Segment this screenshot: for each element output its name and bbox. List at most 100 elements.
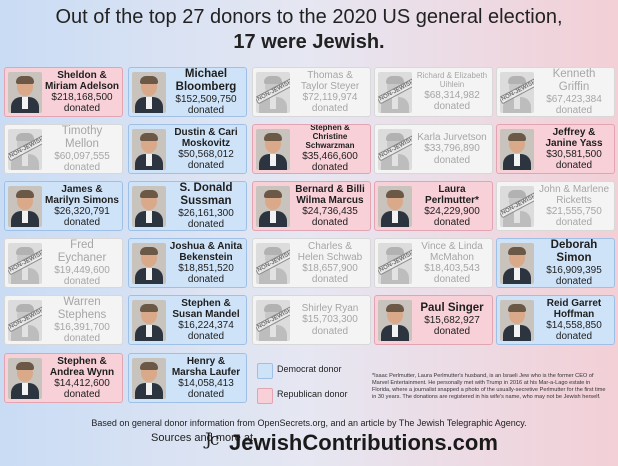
donated-label: donated [311,274,349,286]
donor-name: Moskovitz [181,137,231,149]
donated-label: donated [311,217,349,229]
donated-label: donated [433,154,471,166]
donated-label: donated [63,332,101,344]
donor-photo: NON-JEWISH [378,72,412,113]
donated-label: donated [433,100,471,112]
donated-label: donated [187,274,225,286]
donor-name: Uihlein [439,79,465,89]
donated-label: donated [311,162,349,174]
donor-name: Bekenstein [179,251,233,263]
donated-label: donated [63,275,101,287]
donor-name: Joshua & Anita [169,240,243,252]
donated-label: donated [187,331,225,343]
donor-photo [500,300,534,341]
donor-amount: $30,581,500 [546,149,602,160]
donor-name: Janine Yass [545,137,603,149]
donated-label: donated [555,160,593,172]
donor-name: Michael [184,67,228,80]
donor-photo [256,186,290,227]
donor-photo [132,186,166,227]
site-link[interactable]: JewishContributions.com [229,430,498,455]
donor-amount: $35,466,600 [302,151,358,163]
democrat-swatch [257,363,273,379]
donated-label: donated [63,389,101,401]
donor-photo [256,129,290,170]
donor-name: Helen Schwab [297,251,363,263]
donor-card: NON-JEWISH Charles & Helen Schwab $18,657,9… [252,238,371,288]
donor-name: Sheldon & [57,69,107,81]
donor-photo: NON-JEWISH [8,129,42,170]
donor-name: Perlmutter* [425,194,479,206]
donor-name: Vince & Linda [421,240,483,252]
donor-name: Dustin & Cari [174,126,238,138]
donor-amount: $152,509,750 [175,93,237,105]
jc-logo-icon: Jc [205,430,219,450]
donor-amount: $218,168,500 [51,92,113,103]
donor-name: Fred [70,238,94,251]
donated-label: donated [63,217,101,229]
donated-label: donated [63,161,101,173]
donor-name: Ricketts [556,194,592,206]
donor-name: Griffin [558,80,590,93]
donor-amount: $18,851,520 [178,263,234,274]
donor-name: Henry & [186,355,226,367]
donor-amount: $18,403,543 [424,263,480,274]
donor-name: Richard & Elizabeth [416,70,488,80]
donor-card: Sheldon & Miriam Adelson $218,168,500 donat… [4,67,123,117]
donor-name: Eychaner [57,251,107,264]
donor-amount: $68,314,982 [424,89,480,101]
donor-photo: NON-JEWISH [500,186,534,227]
donor-card: NON-JEWISH Richard & Elizabeth Uihlein $68,… [374,67,493,117]
donor-amount: $50,568,012 [178,149,234,160]
donor-name: Kenneth [552,67,596,80]
donor-amount: $15,682,927 [424,315,480,327]
donor-amount: $26,320,791 [54,206,110,217]
donor-amount: $18,657,900 [302,263,358,274]
donor-name: Sussman [180,194,232,207]
donor-photo [132,358,166,399]
donor-photo: NON-JEWISH [8,300,42,341]
headline-line-1: Out of the top 27 donors to the 2020 US … [55,6,563,28]
perlmutter-footnote: *Isaac Perlmutter, Laura Perlmutter's hu… [372,373,606,400]
donated-label: donated [555,275,593,287]
donor-name: Marilyn Simons [45,194,119,206]
donor-name: Deborah [550,238,598,251]
donated-label: donated [187,389,225,401]
donor-amount: $16,391,700 [54,321,110,333]
donor-card: Jeffrey & Janine Yass $30,581,500 donated [496,124,615,174]
donor-name: Susan Mandel [172,308,240,320]
donor-amount: $21,555,750 [546,206,602,217]
donor-amount: $60,097,555 [54,150,110,162]
donor-amount: $16,224,374 [178,320,234,331]
donor-name: Reid Garret [546,297,602,309]
donor-name: Karla Jurvetson [417,132,487,144]
donor-card: NON-JEWISH Shirley Ryan $15,703,300 donated [252,295,371,345]
headline-line-2: 17 were Jewish. [233,31,385,53]
donor-amount: $14,558,850 [546,320,602,331]
donor-amount: $33,796,890 [424,143,480,155]
donated-label: donated [63,103,101,115]
donor-photo [132,129,166,170]
donor-name: Stephen & [57,355,107,367]
donated-label: donated [311,103,349,115]
donor-card: Reid Garret Hoffman $14,558,850 donated [496,295,615,345]
donor-photo: NON-JEWISH [256,72,290,113]
donor-card: S. Donald Sussman $26,161,300 donated [128,181,247,231]
donor-card: James & Marilyn Simons $26,320,791 donated [4,181,123,231]
donor-name: Warren [63,295,101,308]
donor-name: John & Marlene [538,183,610,195]
donor-photo: NON-JEWISH [378,129,412,170]
donor-amount: $24,229,900 [424,206,480,217]
donor-amount: $14,412,600 [54,378,110,389]
donor-card: NON-JEWISH John & Marlene Ricketts $21,555,… [496,181,615,231]
donor-photo [500,243,534,284]
legend-republican-label: Republican donor [277,389,348,399]
donor-photo [8,72,42,113]
donor-card: Bernard & Billi Wilma Marcus $24,736,435 do… [252,181,371,231]
donor-photo: NON-JEWISH [256,300,290,341]
donated-label: donated [433,217,471,229]
donor-amount: $72,119,974 [302,92,358,103]
donor-card: NON-JEWISH Vince & Linda McMahon $18,403,54… [374,238,493,288]
donor-name: Taylor Steyer [300,80,360,92]
donor-photo: NON-JEWISH [256,243,290,284]
